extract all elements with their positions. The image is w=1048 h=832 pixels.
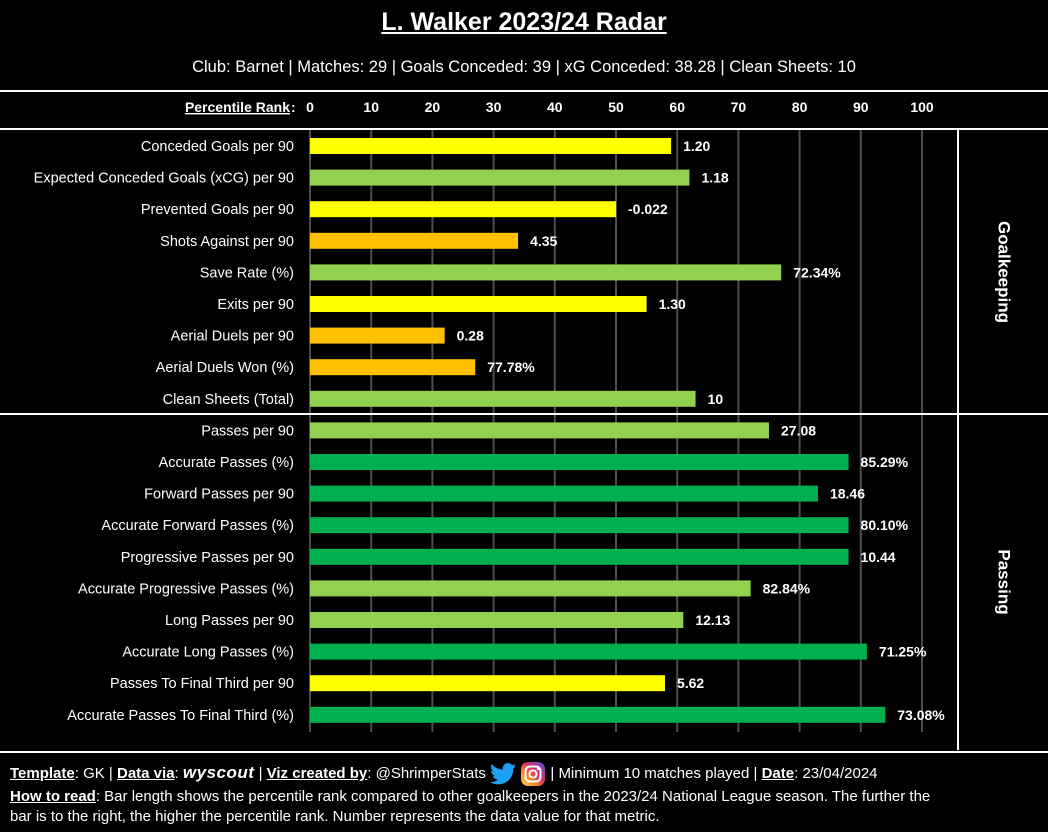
bar-value-label: 10.44 bbox=[861, 549, 896, 565]
bar-value-label: 10 bbox=[708, 391, 724, 407]
bar-category-label: Aerial Duels Won (%) bbox=[156, 360, 294, 376]
x-tick-label: 90 bbox=[853, 99, 869, 115]
footer: Template: GK | Data via: wyscout | Viz c… bbox=[10, 761, 1038, 827]
bar-category-label: Shots Against per 90 bbox=[160, 234, 294, 250]
chart-subtitle: Club: Barnet | Matches: 29 | Goals Conce… bbox=[192, 58, 856, 76]
x-tick-label: 60 bbox=[669, 99, 685, 115]
bar-category-label: Accurate Passes To Final Third (%) bbox=[67, 708, 294, 724]
created-by-label: Viz created by bbox=[266, 764, 368, 782]
x-tick-label: 70 bbox=[731, 99, 747, 115]
x-tick-label: 30 bbox=[486, 99, 502, 115]
bar-category-label: Passes To Final Third per 90 bbox=[110, 676, 294, 692]
bar bbox=[310, 612, 684, 628]
bar bbox=[310, 485, 818, 502]
bar bbox=[310, 264, 782, 281]
bar-category-label: Aerial Duels per 90 bbox=[171, 329, 294, 345]
bar-category-label: Accurate Long Passes (%) bbox=[122, 645, 294, 661]
x-tick-label: 20 bbox=[425, 99, 441, 115]
bar bbox=[310, 580, 751, 597]
bar-category-label: Passes per 90 bbox=[201, 423, 294, 439]
bar-value-label: -0.022 bbox=[628, 201, 668, 217]
bar-value-label: 1.30 bbox=[659, 296, 686, 312]
bar-value-label: 82.84% bbox=[763, 580, 811, 596]
x-tick-label: 80 bbox=[792, 99, 808, 115]
bar-category-label: Exits per 90 bbox=[217, 297, 294, 313]
bar bbox=[310, 643, 867, 660]
footer-how-to-read: How to read: Bar length shows the percen… bbox=[10, 787, 1038, 827]
bar bbox=[310, 296, 647, 312]
bar-value-label: 85.29% bbox=[861, 454, 909, 470]
bar-category-label: Clean Sheets (Total) bbox=[163, 392, 294, 408]
bar-category-label: Accurate Passes (%) bbox=[159, 455, 294, 471]
bar-value-label: 18.46 bbox=[830, 486, 865, 502]
bar-value-label: 72.34% bbox=[793, 264, 841, 280]
x-tick-label: 100 bbox=[910, 99, 934, 115]
bar bbox=[310, 201, 616, 218]
bar-value-label: 80.10% bbox=[861, 517, 909, 533]
bar-chart: Percentile Rank:0 10 20 30 40 50 60 70 80 90 100 Co… bbox=[0, 99, 1048, 750]
x-axis-label: Percentile Rank bbox=[185, 99, 290, 115]
how-to-read-label: How to read bbox=[10, 788, 96, 805]
bar-value-label: 1.18 bbox=[701, 170, 728, 186]
template-label: Template bbox=[10, 764, 75, 782]
x-tick-label: 40 bbox=[547, 99, 563, 115]
bar bbox=[310, 232, 519, 249]
bar-category-label: Prevented Goals per 90 bbox=[141, 202, 294, 218]
x-tick-label: 50 bbox=[608, 99, 624, 115]
bar bbox=[310, 675, 665, 692]
section-label: Passing bbox=[995, 549, 1014, 614]
bar-value-label: 4.35 bbox=[530, 233, 557, 249]
how-to-read-text-2: bar is to the right, the higher the perc… bbox=[10, 808, 660, 825]
bar-value-label: 77.78% bbox=[487, 359, 535, 375]
data-via-label: Data via bbox=[117, 764, 175, 782]
x-tick-label: 0 bbox=[306, 99, 314, 115]
bar-value-label: 5.62 bbox=[677, 675, 704, 691]
wyscout-logo: wyscout bbox=[182, 762, 255, 782]
bar bbox=[310, 548, 849, 565]
bar-value-label: 0.28 bbox=[457, 328, 484, 344]
bar-category-label: Forward Passes per 90 bbox=[144, 487, 294, 503]
twitter-icon bbox=[490, 763, 517, 785]
date-label: Date bbox=[761, 764, 795, 782]
bar-category-label: Accurate Progressive Passes (%) bbox=[78, 581, 294, 597]
bar bbox=[310, 454, 849, 470]
header-divider bbox=[0, 128, 1048, 130]
bar-category-label: Conceded Goals per 90 bbox=[141, 139, 294, 155]
bar bbox=[310, 390, 696, 407]
x-tick-label: 10 bbox=[363, 99, 379, 115]
instagram-icon bbox=[521, 762, 546, 786]
footer-line-1: Template: GK | Data via: wyscout | Viz c… bbox=[10, 761, 1038, 787]
bar bbox=[310, 706, 886, 723]
template-value: : GK | bbox=[74, 764, 117, 782]
bar-value-label: 73.08% bbox=[897, 707, 945, 723]
data-via-colon: : bbox=[174, 764, 183, 782]
section-label: Goalkeeping bbox=[995, 221, 1014, 323]
bar-category-label: Long Passes per 90 bbox=[165, 613, 294, 629]
chart-title: L. Walker 2023/24 Radar bbox=[381, 8, 667, 36]
bar bbox=[310, 169, 690, 186]
bar-value-label: 12.13 bbox=[695, 612, 730, 628]
bar bbox=[310, 517, 849, 534]
minimum-note: | Minimum 10 matches played | bbox=[550, 764, 762, 782]
date-value: : 23/04/2024 bbox=[794, 764, 878, 782]
bar-value-label: 1.20 bbox=[683, 138, 710, 154]
bar bbox=[310, 422, 769, 439]
bar bbox=[310, 359, 476, 376]
bar-category-label: Save Rate (%) bbox=[200, 265, 294, 281]
x-axis-label-colon: : bbox=[291, 99, 296, 115]
footer-divider bbox=[0, 751, 1048, 753]
bar-value-label: 27.08 bbox=[781, 422, 816, 438]
created-by-value: : @ShrimperStats bbox=[367, 764, 486, 782]
how-to-read-text-1: : Bar length shows the percentile rank c… bbox=[95, 788, 931, 805]
bar-value-label: 71.25% bbox=[879, 644, 927, 660]
bar-category-label: Progressive Passes per 90 bbox=[121, 550, 294, 566]
bar-category-label: Expected Conceded Goals (xCG) per 90 bbox=[34, 171, 294, 187]
bar bbox=[310, 327, 445, 344]
top-divider bbox=[0, 90, 1048, 92]
bar bbox=[310, 138, 672, 154]
bar-category-label: Accurate Forward Passes (%) bbox=[101, 518, 294, 534]
